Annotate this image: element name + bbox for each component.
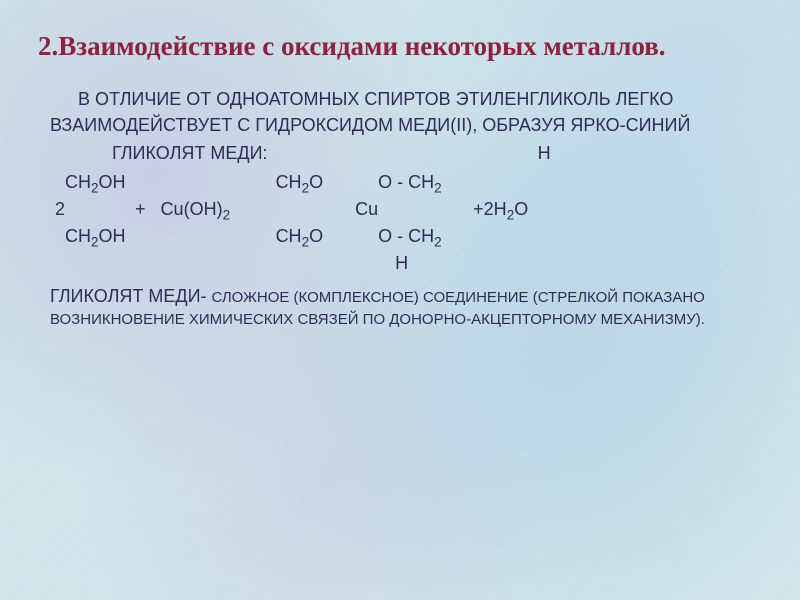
sub: 2 xyxy=(434,235,442,250)
eq-r3-t1: +2H xyxy=(473,199,507,219)
intro-continuation: ГЛИКОЛЯТ МЕДИ: H xyxy=(112,140,762,167)
sub: 2 xyxy=(434,181,442,196)
sub: 2 xyxy=(302,181,310,196)
eq-r4-r: O - CH xyxy=(378,226,434,246)
eq-r4-l2: OH xyxy=(99,226,126,246)
equation-block: CH2OH CH2O O - CH2 2 + Cu(OH)2 Cu +2H2O … xyxy=(50,169,762,277)
eq-r2-r: O - CH xyxy=(378,172,434,192)
eq-r5-h: H xyxy=(395,253,408,273)
eq-r4-m2: O xyxy=(309,226,323,246)
sub: 2 xyxy=(302,235,310,250)
eq-r3-num: 2 xyxy=(55,199,65,219)
sub: 2 xyxy=(91,181,99,196)
glycolate-paragraph: ГЛИКОЛЯТ МЕДИ- СЛОЖНОЕ (КОМПЛЕКСНОЕ) СОЕ… xyxy=(50,283,762,331)
intro-paragraph: В ОТЛИЧИЕ ОТ ОДНОАТОМНЫХ СПИРТОВ ЭТИЛЕНГ… xyxy=(50,86,762,138)
eq-row-5: H xyxy=(50,250,762,277)
eq-row-2: CH2OH CH2O O - CH2 xyxy=(50,169,762,196)
eq-r4-l: CH xyxy=(65,226,91,246)
eq-h-top xyxy=(268,143,538,163)
glycolate-lead: ГЛИКОЛЯТ МЕДИ- xyxy=(50,286,212,306)
sub: 2 xyxy=(223,208,231,223)
eq-r2-l: CH xyxy=(65,172,91,192)
eq-r2-m2: O xyxy=(309,172,323,192)
eq-r2-l2: OH xyxy=(99,172,126,192)
eq-r3-t2: O xyxy=(514,199,528,219)
eq-r3-cuoh: + Cu(OH) xyxy=(135,199,223,219)
eq-r2-m: CH xyxy=(276,172,302,192)
eq-r4-m: CH xyxy=(276,226,302,246)
eq-row-3: 2 + Cu(OH)2 Cu +2H2O xyxy=(50,196,762,223)
glycolate-label: ГЛИКОЛЯТ МЕДИ: xyxy=(112,143,268,163)
slide-body: В ОТЛИЧИЕ ОТ ОДНОАТОМНЫХ СПИРТОВ ЭТИЛЕНГ… xyxy=(50,86,762,331)
eq-r3-cu: Cu xyxy=(355,199,378,219)
eq-h-top-val: H xyxy=(538,143,551,163)
slide-title: 2.Взаимодействие с оксидами некоторых ме… xyxy=(38,30,762,64)
sub: 2 xyxy=(91,235,99,250)
eq-row-4: CH2OH CH2O O - CH2 xyxy=(50,223,762,250)
